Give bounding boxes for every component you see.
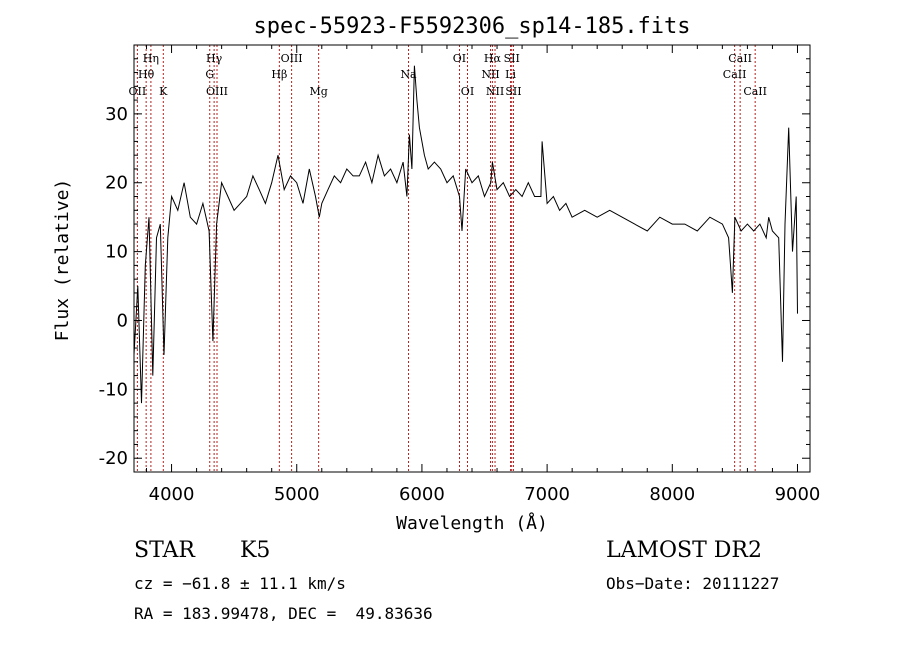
flux-series-line <box>133 65 798 404</box>
y-tick-label: -10 <box>99 379 128 400</box>
object-subclass: K5 <box>240 538 271 563</box>
line-marker-label-4: Hγ <box>206 52 223 65</box>
y-tick-label: 10 <box>105 242 128 263</box>
line-marker-label-11: OI <box>453 52 466 65</box>
line-marker-label-0: Hη <box>143 52 159 65</box>
x-tick-label: 6000 <box>399 484 445 505</box>
x-tick-label: 9000 <box>775 484 821 505</box>
line-marker-label-14: NII <box>481 68 499 81</box>
y-tick-label: 0 <box>117 310 128 331</box>
object-class: STAR <box>134 538 195 563</box>
x-tick-label: 7000 <box>524 484 570 505</box>
x-tick-label: 8000 <box>649 484 695 505</box>
x-tick-label: 5000 <box>274 484 320 505</box>
line-marker-label-9: Mg <box>309 85 327 98</box>
coordinates: RA = 183.99478, DEC = 49.83636 <box>134 604 433 623</box>
plot-frame <box>133 44 811 473</box>
line-marker-label-15: NII <box>486 85 504 98</box>
line-marker-label-3: K <box>159 85 168 98</box>
redshift-cz: cz = −61.8 ± 11.1 km/s <box>134 574 346 593</box>
line-marker-label-7: OIII <box>281 52 303 65</box>
x-axis-label: Wavelength (Å) <box>396 512 548 534</box>
line-marker-label-19: CaII <box>728 52 752 65</box>
line-marker-label-8: Hβ <box>271 68 287 81</box>
axis-ticks <box>134 45 810 473</box>
line-marker-label-12: OI <box>461 85 474 98</box>
line-markers <box>136 45 756 472</box>
line-marker-label-5: G <box>205 68 214 81</box>
observation-date: Obs−Date: 20111227 <box>606 574 780 593</box>
x-tick-label: 4000 <box>149 484 195 505</box>
axis-tick-labels: 4000 5000 6000 7000 8000 9000 -20 -10 0 10 20 30 <box>99 104 821 505</box>
chart-title: spec-55923-F5592306_sp14-185.fits <box>253 14 690 39</box>
line-marker-label-10: Na <box>400 68 417 81</box>
line-marker-label-20: CaII <box>723 68 747 81</box>
y-axis-label: Flux (relative) <box>52 179 73 342</box>
y-tick-label: 20 <box>105 173 128 194</box>
line-marker-label-6: OIII <box>206 85 228 98</box>
y-tick-label: 30 <box>105 104 128 125</box>
line-marker-label-2: OII <box>129 85 147 98</box>
line-marker-label-17: Li <box>505 68 516 81</box>
survey-name: LAMOST DR2 <box>606 538 762 563</box>
line-marker-label-13: Hα <box>484 52 502 65</box>
y-tick-label: -20 <box>99 448 128 469</box>
line-marker-label-21: CaII <box>743 85 767 98</box>
line-marker-label-18: SII <box>505 85 521 98</box>
line-marker-label-1: Hθ <box>138 68 155 81</box>
line-marker-label-16: SII <box>504 52 520 65</box>
